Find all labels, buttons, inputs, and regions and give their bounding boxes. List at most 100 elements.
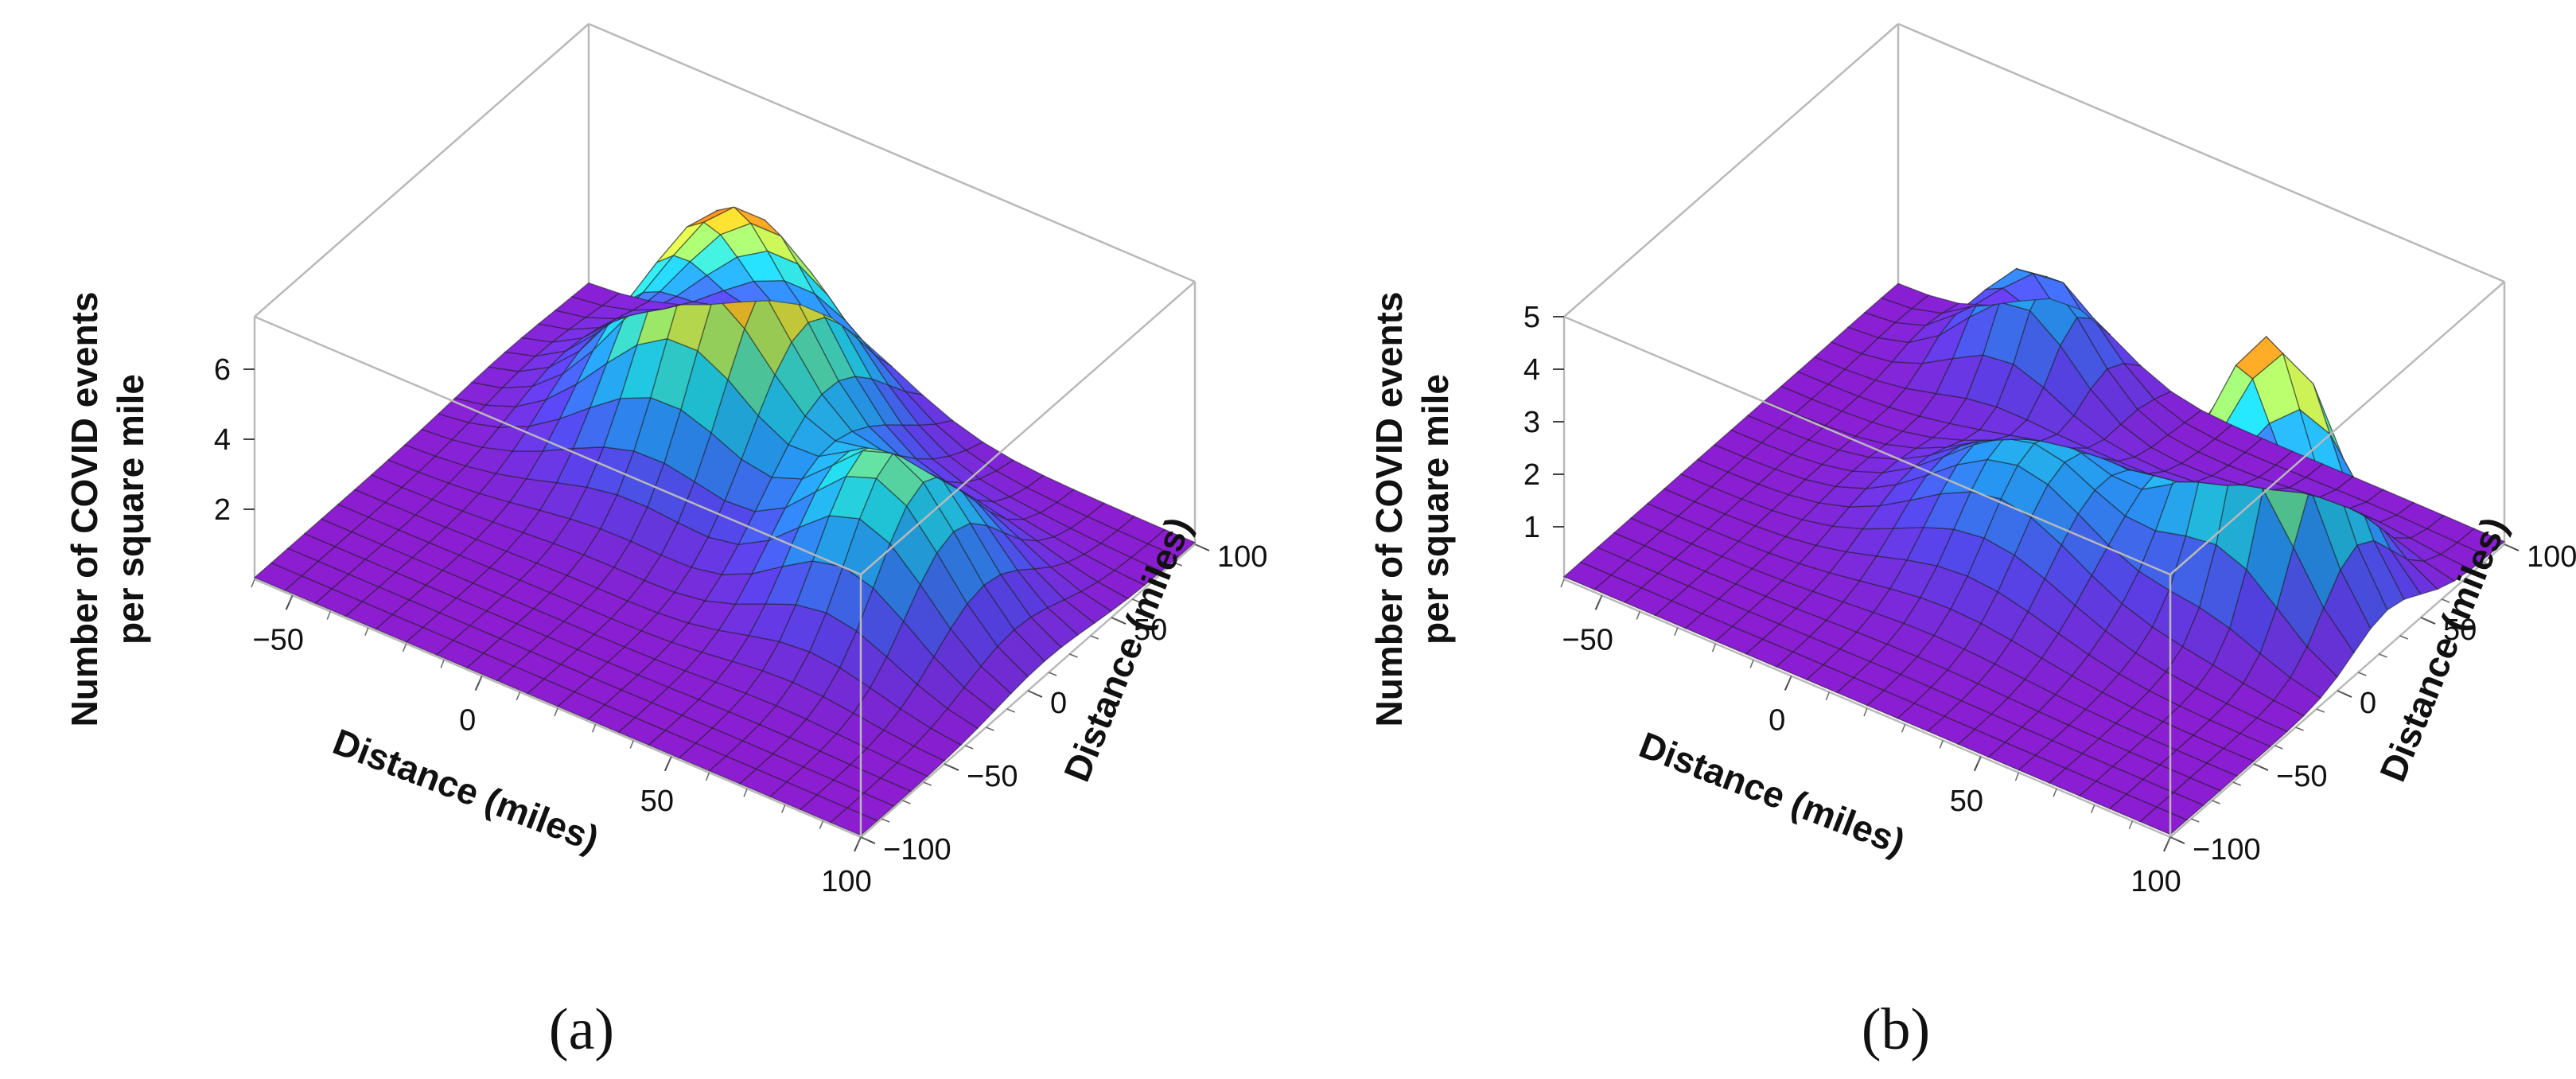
y-minor-tick xyxy=(1173,562,1183,567)
y-minor-tick xyxy=(2190,818,2200,823)
z-tick-label: 2 xyxy=(214,493,231,527)
x-minor-tick xyxy=(1863,707,1868,717)
x-minor-tick xyxy=(2053,788,2057,797)
box-edge-back xyxy=(1897,22,2505,283)
y-minor-tick xyxy=(2420,617,2430,621)
box-edge-front xyxy=(1563,315,2171,576)
x-minor-tick xyxy=(1674,627,1679,637)
panel-b-label: (b) xyxy=(1862,997,1930,1062)
x-minor-tick xyxy=(629,740,634,749)
x-tick-label: 100 xyxy=(821,865,871,898)
box-edge-front xyxy=(254,315,862,576)
x-minor-tick xyxy=(1597,594,1603,604)
y-minor-tick xyxy=(1194,543,1204,548)
y-minor-tick xyxy=(964,745,974,750)
y-tick-label: 100 xyxy=(2527,540,2576,574)
y-minor-tick xyxy=(986,726,994,731)
y-minor-tick xyxy=(1048,672,1057,676)
x-minor-tick xyxy=(364,627,369,637)
y-minor-tick xyxy=(1111,617,1120,621)
surface-patch xyxy=(570,282,621,306)
x-minor-tick xyxy=(1825,691,1831,701)
y-minor-tick xyxy=(881,818,890,823)
x-minor-tick xyxy=(2014,772,2020,781)
y-minor-tick xyxy=(2399,635,2409,640)
y-minor-tick xyxy=(2483,562,2492,567)
x-minor-tick xyxy=(478,676,483,684)
y-minor-tick xyxy=(1090,635,1099,640)
box-edge-back xyxy=(588,22,1196,283)
panel-a: −50 0 50 100 −100 −50 0 50 100 2 4 6 Number of COVI… xyxy=(64,22,1267,1062)
y-minor-tick xyxy=(2357,672,2367,676)
y-minor-tick xyxy=(2462,580,2471,585)
x-minor-tick xyxy=(1560,578,1565,588)
x-tick-label: 100 xyxy=(2130,865,2181,898)
z-tick-label: 3 xyxy=(1523,406,1540,439)
x-minor-tick xyxy=(819,820,824,830)
x-minor-tick xyxy=(2166,836,2171,846)
y-tick-label: −50 xyxy=(2276,760,2327,793)
panel-a-label: (a) xyxy=(549,997,614,1062)
x-tick-label: −50 xyxy=(1562,623,1613,656)
x-minor-tick xyxy=(440,659,445,668)
panel-a-surface xyxy=(253,206,1197,836)
x-minor-tick xyxy=(1711,643,1717,652)
y-tick-label: 0 xyxy=(2360,687,2376,720)
y-minor-tick xyxy=(2316,708,2325,713)
x-minor-tick xyxy=(554,707,558,717)
y-minor-tick xyxy=(2295,726,2304,731)
y-minor-tick xyxy=(2212,800,2220,804)
x-minor-tick xyxy=(1749,659,1754,668)
x-tick-label: 50 xyxy=(640,785,674,818)
panel-a-xlabel: Distance (miles) xyxy=(328,721,605,860)
x-minor-tick xyxy=(288,594,294,604)
x-minor-tick xyxy=(1788,676,1792,684)
panel-a-zlabel-line2: per square mile xyxy=(110,374,151,645)
x-minor-tick xyxy=(667,756,672,765)
y-tick-label: 50 xyxy=(2443,614,2477,647)
y-tick-label: −100 xyxy=(883,833,951,867)
x-minor-tick xyxy=(402,643,407,652)
y-minor-tick xyxy=(923,781,932,786)
y-minor-tick xyxy=(1006,708,1016,713)
x-minor-tick xyxy=(781,804,786,813)
y-minor-tick xyxy=(1069,653,1078,658)
y-minor-tick xyxy=(2441,598,2450,603)
box-edge-front xyxy=(860,281,1196,575)
y-minor-tick xyxy=(2379,653,2387,658)
z-tick-label: 4 xyxy=(1523,353,1540,387)
x-minor-tick xyxy=(2128,820,2134,830)
x-minor-tick xyxy=(1901,723,1906,733)
panel-b-zlabel-line2: per square mile xyxy=(1414,374,1456,645)
panel-a-zlabel-line1: Number of COVID events xyxy=(64,292,105,727)
y-minor-tick xyxy=(2274,745,2283,750)
y-tick-label: 0 xyxy=(1050,687,1067,720)
panel-b: −50 0 50 100 −100 −50 0 50 100 1 2 3 4 5 Number of CO… xyxy=(1368,22,2576,1062)
x-minor-tick xyxy=(2091,804,2095,813)
y-minor-tick xyxy=(944,763,953,768)
y-minor-tick xyxy=(1153,580,1162,585)
y-minor-tick xyxy=(2169,836,2179,841)
z-tick-label: 2 xyxy=(1523,458,1540,492)
x-minor-tick xyxy=(591,723,597,733)
x-minor-tick xyxy=(1977,756,1982,765)
x-tick-label: 50 xyxy=(1950,785,1983,818)
box-edge-front xyxy=(2169,281,2505,575)
y-tick-label: −100 xyxy=(2193,833,2261,867)
x-minor-tick xyxy=(1636,611,1640,620)
panel-b-ticks: −50 0 50 100 −100 −50 0 50 100 1 2 3 4 5 xyxy=(1523,301,2576,898)
panel-b-zlabel-line1: Number of COVID events xyxy=(1368,292,1410,727)
y-minor-tick xyxy=(2337,690,2346,695)
y-minor-tick xyxy=(2253,763,2263,768)
x-minor-tick xyxy=(743,788,748,797)
x-tick-label: 0 xyxy=(1769,704,1785,738)
z-tick-label: 4 xyxy=(214,423,231,457)
surface-patch xyxy=(1880,282,1930,310)
y-minor-tick xyxy=(860,836,870,841)
x-minor-tick xyxy=(705,772,710,781)
y-tick-label: −50 xyxy=(967,760,1018,793)
x-minor-tick xyxy=(1939,740,1944,749)
y-minor-tick xyxy=(902,800,911,804)
y-minor-tick xyxy=(2232,781,2242,786)
